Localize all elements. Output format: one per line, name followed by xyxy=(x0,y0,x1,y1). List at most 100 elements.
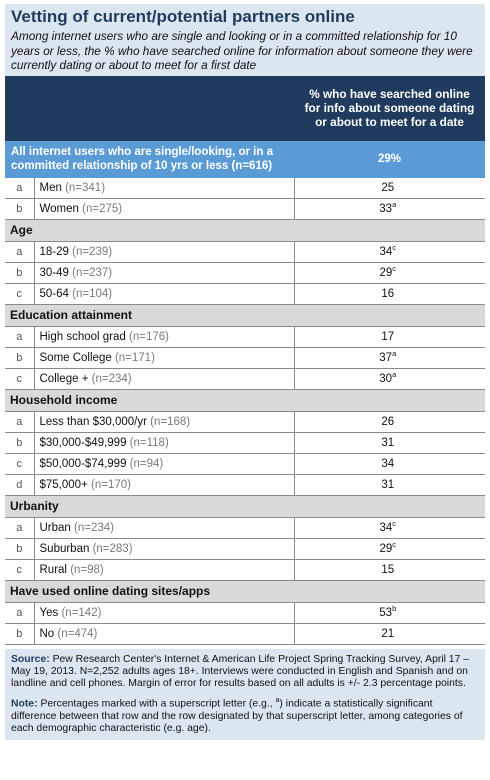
row-letter: b xyxy=(5,347,34,369)
row-sample-size: (n=474) xyxy=(57,627,98,640)
row-value-cell: 17 xyxy=(293,326,485,348)
section-header-row: Education attainment xyxy=(5,304,485,327)
row-significance-marker: c xyxy=(392,518,397,528)
row-label: Suburban xyxy=(39,542,90,555)
row-value: 29 xyxy=(379,542,393,555)
table-row: a Less than $30,000/yr (n=168) 26 xyxy=(5,411,485,433)
row-sample-size: (n=104) xyxy=(72,287,113,300)
row-label-cell: Some College (n=171) xyxy=(33,347,294,369)
table-row: a High school grad (n=176) 17 xyxy=(5,326,485,348)
row-value-cell: 34 xyxy=(293,453,485,475)
row-sample-size: (n=234) xyxy=(74,521,114,534)
row-label: College + xyxy=(39,372,89,385)
header-blank-cell xyxy=(5,75,294,141)
row-label-cell: $30,000-$49,999 (n=118) xyxy=(33,432,294,454)
row-significance-marker: a xyxy=(392,199,397,209)
row-label-cell: Men (n=341) xyxy=(33,177,294,199)
row-sample-size: (n=170) xyxy=(91,478,131,491)
row-label: Yes xyxy=(39,606,59,619)
row-label: Less than $30,000/yr xyxy=(39,415,147,428)
row-letter: a xyxy=(5,411,34,433)
row-value: 17 xyxy=(381,330,395,343)
row-label: 30-49 xyxy=(39,266,69,279)
source-label: Source: xyxy=(11,653,50,665)
table-row: c $50,000-$74,999 (n=94) 34 xyxy=(5,453,485,475)
row-label: $75,000+ xyxy=(39,478,88,491)
row-sample-size: (n=283) xyxy=(92,542,133,555)
note-label: Note: xyxy=(11,698,38,710)
significance-note: Note: Percentages marked with a superscr… xyxy=(11,695,479,736)
row-sample-size: (n=239) xyxy=(72,245,113,258)
table-row: b Women (n=275) 33a xyxy=(5,198,485,220)
row-value-cell: 53b xyxy=(293,602,485,624)
row-label-cell: $75,000+ (n=170) xyxy=(33,474,294,496)
table-row: a Urban (n=234) 34c xyxy=(5,517,485,539)
row-value: 31 xyxy=(381,436,395,449)
row-letter: a xyxy=(5,241,34,263)
row-label: $30,000-$49,999 xyxy=(39,436,127,449)
row-letter: b xyxy=(5,432,34,454)
row-value: 15 xyxy=(381,563,395,576)
row-label-cell: Urban (n=234) xyxy=(33,517,294,539)
row-value: 29 xyxy=(379,266,393,279)
row-sample-size: (n=118) xyxy=(129,436,169,449)
row-value-cell: 16 xyxy=(293,283,485,305)
row-sample-size: (n=234) xyxy=(91,372,132,385)
row-label: $50,000-$74,999 xyxy=(39,457,127,470)
row-significance-marker: c xyxy=(392,263,397,273)
note-sup: a xyxy=(275,696,280,704)
section-header-row: Age xyxy=(5,219,485,242)
row-significance-marker: b xyxy=(392,603,397,613)
row-sample-size: (n=94) xyxy=(129,457,164,470)
row-significance-marker: c xyxy=(392,539,397,549)
section-header: Urbanity xyxy=(5,495,485,518)
row-letter: c xyxy=(5,559,34,581)
row-label: No xyxy=(39,627,55,640)
note-text-2: ) indicate a statistically significant d… xyxy=(11,698,463,734)
row-value-cell: 26 xyxy=(293,411,485,433)
row-value: 34 xyxy=(379,245,393,258)
section-header-row: Urbanity xyxy=(5,495,485,518)
row-letter: c xyxy=(5,453,34,475)
all-users-row: All internet users who are single/lookin… xyxy=(5,140,485,178)
row-sample-size: (n=341) xyxy=(65,181,106,194)
section-header: Have used online dating sites/apps xyxy=(5,580,485,603)
row-label-cell: Suburban (n=283) xyxy=(33,538,294,560)
row-value-cell: 29c xyxy=(293,262,485,284)
row-value: 31 xyxy=(381,478,395,491)
table-row: b No (n=474) 21 xyxy=(5,623,485,645)
table-row: c 50-64 (n=104) 16 xyxy=(5,283,485,305)
title-panel: Vetting of current/potential partners on… xyxy=(5,4,485,76)
page-subtitle: Among internet users who are single and … xyxy=(11,29,473,72)
row-letter: b xyxy=(5,198,34,220)
section-header-row: Household income xyxy=(5,389,485,412)
row-letter: b xyxy=(5,262,34,284)
row-sample-size: (n=142) xyxy=(61,606,102,619)
table-row: b 30-49 (n=237) 29c xyxy=(5,262,485,284)
row-label-cell: Women (n=275) xyxy=(33,198,294,220)
note-text-1: Percentages marked with a superscript le… xyxy=(40,698,276,710)
row-label-cell: High school grad (n=176) xyxy=(33,326,294,348)
row-label-cell: No (n=474) xyxy=(33,623,294,645)
row-label: 18-29 xyxy=(39,245,69,258)
row-label-cell: $50,000-$74,999 (n=94) xyxy=(33,453,294,475)
column-header: % who have searched online for info abou… xyxy=(294,75,485,141)
row-label: Women xyxy=(39,202,79,215)
row-value: 53 xyxy=(379,606,393,619)
row-value-cell: 33a xyxy=(293,198,485,220)
table-row: b Some College (n=171) 37a xyxy=(5,347,485,369)
row-label-cell: Yes (n=142) xyxy=(33,602,294,624)
row-value-cell: 31 xyxy=(293,474,485,496)
section-header-row: Have used online dating sites/apps xyxy=(5,580,485,603)
row-letter: a xyxy=(5,517,34,539)
row-value-cell: 34c xyxy=(293,241,485,263)
table-row: b Suburban (n=283) 29c xyxy=(5,538,485,560)
row-value: 33 xyxy=(379,202,393,215)
row-letter: c xyxy=(5,283,34,305)
table-row: a 18-29 (n=239) 34c xyxy=(5,241,485,263)
table-row: c College + (n=234) 30a xyxy=(5,368,485,390)
table-row: d $75,000+ (n=170) 31 xyxy=(5,474,485,496)
row-label-cell: Rural (n=98) xyxy=(33,559,294,581)
row-value-cell: 21 xyxy=(293,623,485,645)
section-header: Age xyxy=(5,219,485,242)
